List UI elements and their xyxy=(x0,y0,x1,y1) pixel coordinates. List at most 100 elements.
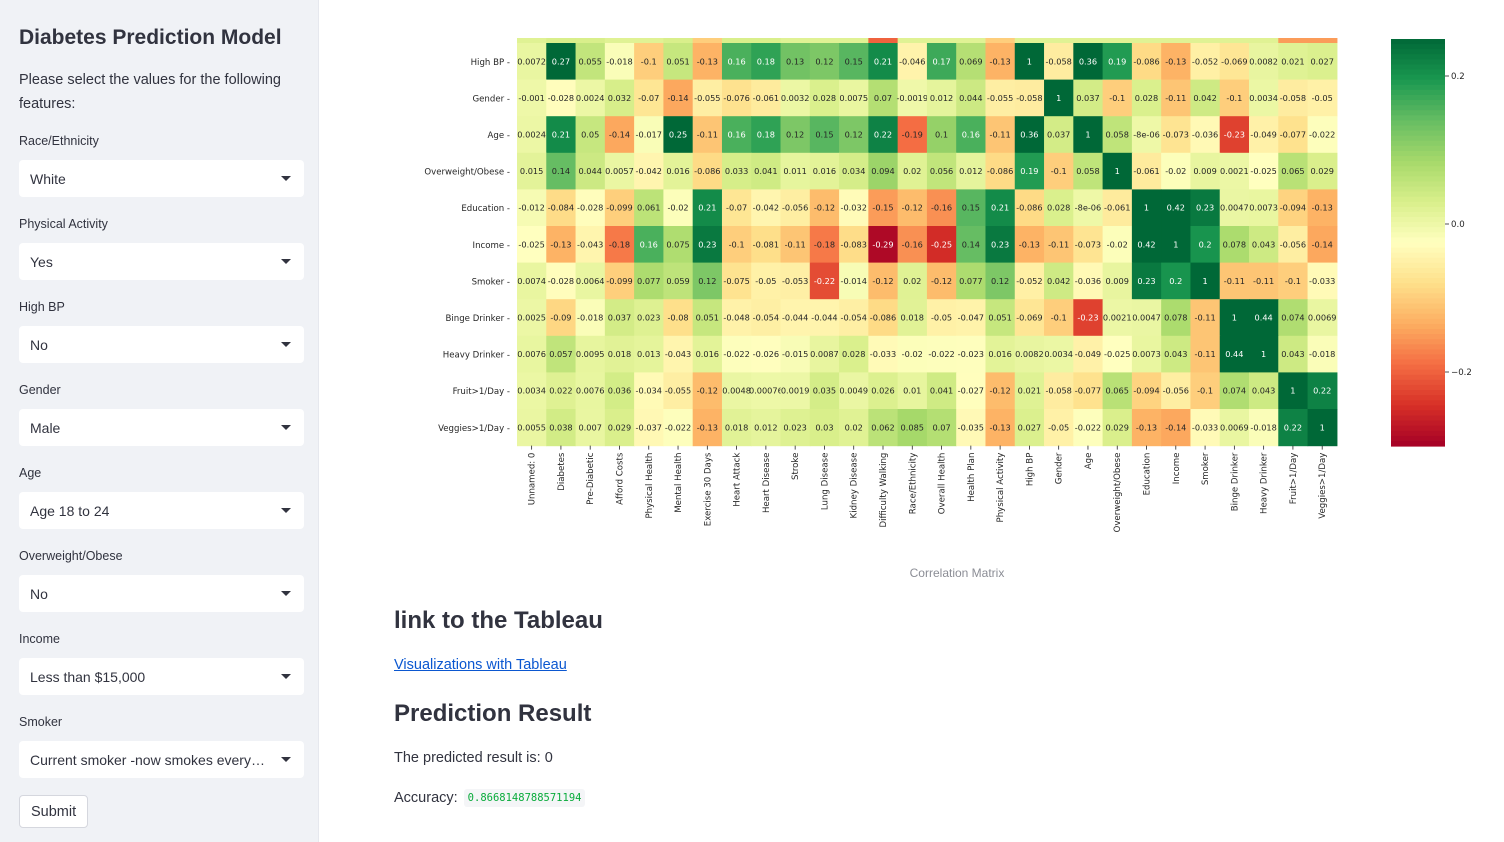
submit-button[interactable]: Submit xyxy=(19,795,89,828)
heatmap-cell xyxy=(780,152,811,190)
heatmap-col-label: Health Plan xyxy=(967,453,977,502)
overweight-obese-select[interactable]: No xyxy=(19,575,304,612)
heatmap-cell xyxy=(1190,226,1221,264)
heatmap-cell-label: 1 xyxy=(1144,203,1149,213)
colorbar-segment xyxy=(1391,49,1445,55)
colorbar-segment xyxy=(1391,217,1445,223)
heatmap-cell-label: 0.0075 xyxy=(839,93,868,103)
heatmap-cell xyxy=(1102,226,1133,264)
heatmap-cell xyxy=(1307,372,1338,410)
sidebar-instructions: Please select the values for the followi… xyxy=(19,72,281,112)
heatmap-cell-label: -0.037 xyxy=(636,422,662,432)
heatmap-cell xyxy=(634,372,664,410)
heatmap-cell-label: 0.032 xyxy=(608,93,631,103)
heatmap-cell-label: 0.02 xyxy=(903,276,921,286)
heatmap-cell xyxy=(1044,372,1074,410)
smoker-select[interactable]: Current smoker -now smokes every day xyxy=(19,741,304,778)
heatmap-cell xyxy=(868,116,899,154)
heatmap-cell-label: -0.058 xyxy=(1045,56,1071,66)
heatmap-cell-label: -0.058 xyxy=(1045,386,1071,396)
heatmap-clipped-cell xyxy=(1014,38,1045,43)
heatmap-cell xyxy=(663,189,694,227)
heatmap-cell xyxy=(1307,152,1338,190)
heatmap-cell-label: -0.084 xyxy=(548,203,574,213)
heatmap-cell xyxy=(517,116,547,154)
heatmap-cell-label: 0.16 xyxy=(727,130,745,140)
heatmap-cell-label: 0.058 xyxy=(1076,166,1099,176)
heatmap-cell-label: 0.023 xyxy=(637,313,660,323)
heatmap-cell-label: 0.029 xyxy=(1106,422,1129,432)
heatmap-cell-label: -0.052 xyxy=(1192,56,1218,66)
heatmap-clipped-cell xyxy=(1044,38,1074,43)
heatmap-cell-label: -0.099 xyxy=(606,203,632,213)
heatmap-cell xyxy=(868,189,899,227)
heatmap-cell xyxy=(780,262,811,300)
select-value: Current smoker -now smokes every day xyxy=(30,751,268,768)
heatmap-col-label: Physical Health xyxy=(645,453,655,519)
income-select[interactable]: Less than $15,000 xyxy=(19,658,304,695)
heatmap-cell xyxy=(1014,43,1045,81)
heatmap-cell-label: -0.027 xyxy=(958,386,984,396)
heatmap-cell-label: 0.22 xyxy=(1313,386,1331,396)
heatmap-cell-label: 0.05 xyxy=(581,130,599,140)
age-select[interactable]: Age 18 to 24 xyxy=(19,492,304,529)
heatmap-cell-label: -0.022 xyxy=(723,349,749,359)
heatmap-clipped-cell xyxy=(1073,38,1104,43)
heatmap-cell xyxy=(1278,116,1309,154)
heatmap-cell xyxy=(839,152,869,190)
colorbar-segment xyxy=(1391,293,1445,300)
heatmap-cell-label: -0.05 xyxy=(1312,93,1333,103)
heatmap-cell xyxy=(985,79,1016,117)
heatmap-cell-label: 0.0082 xyxy=(1249,56,1278,66)
heatmap-cell xyxy=(1044,189,1074,227)
colorbar-segment xyxy=(1391,176,1445,183)
heatmap-cell xyxy=(1278,79,1309,117)
heatmap-cell xyxy=(780,409,811,447)
heatmap-cell xyxy=(517,409,547,447)
heatmap-cell-label: -0.073 xyxy=(1075,239,1101,249)
heatmap-cell-label: 0.23 xyxy=(1137,276,1155,286)
heatmap-cell xyxy=(634,79,664,117)
heatmap-cell xyxy=(634,409,664,447)
heatmap-cell xyxy=(1102,299,1133,337)
heatmap-cell xyxy=(839,226,869,264)
heatmap-clipped-cell xyxy=(575,38,606,43)
colorbar-segment xyxy=(1391,171,1445,177)
heatmap-cell-label: -0.025 xyxy=(1104,349,1130,359)
heatmap-cell xyxy=(692,335,723,373)
heatmap-cell xyxy=(897,262,928,300)
gender-select[interactable]: Male xyxy=(19,409,304,446)
high-bp-select[interactable]: No xyxy=(19,326,304,363)
heatmap-cell xyxy=(868,226,899,264)
heatmap-cell-label: -0.13 xyxy=(1136,422,1157,432)
physical-activity-select[interactable]: Yes xyxy=(19,243,304,280)
heatmap-cell-label: -0.086 xyxy=(987,166,1013,176)
heatmap-cell xyxy=(956,152,987,190)
colorbar-segment xyxy=(1391,435,1445,442)
heatmap-cell xyxy=(1278,189,1309,227)
heatmap-cell xyxy=(868,43,899,81)
heatmap-cell xyxy=(926,189,957,227)
colorbar-segment xyxy=(1391,94,1445,101)
heatmap-cell-label: -0.12 xyxy=(814,203,835,213)
race-ethnicity-select[interactable]: White xyxy=(19,160,304,197)
heatmap-cell xyxy=(1161,43,1192,81)
chevron-down-icon xyxy=(281,757,291,762)
heatmap-cell xyxy=(1102,116,1133,154)
heatmap-cell xyxy=(1278,262,1309,300)
heatmap-cell xyxy=(1073,262,1104,300)
heatmap-cell-label: -0.11 xyxy=(990,130,1011,140)
heatmap-cell xyxy=(692,152,723,190)
heatmap-cell xyxy=(546,299,577,337)
heatmap-cell xyxy=(1190,43,1221,81)
heatmap-cell xyxy=(1249,299,1279,337)
colorbar-segment xyxy=(1391,237,1445,244)
heatmap-cell xyxy=(809,335,840,373)
colorbar-segment xyxy=(1391,191,1445,198)
heatmap-cell xyxy=(517,335,547,373)
heatmap-clipped-cell xyxy=(780,38,811,43)
heatmap-cell-label: -0.02 xyxy=(1107,239,1128,249)
heatmap-cell-label: 0.026 xyxy=(871,386,894,396)
heatmap-cell xyxy=(839,116,869,154)
tableau-link[interactable]: Visualizations with Tableau xyxy=(394,657,567,673)
